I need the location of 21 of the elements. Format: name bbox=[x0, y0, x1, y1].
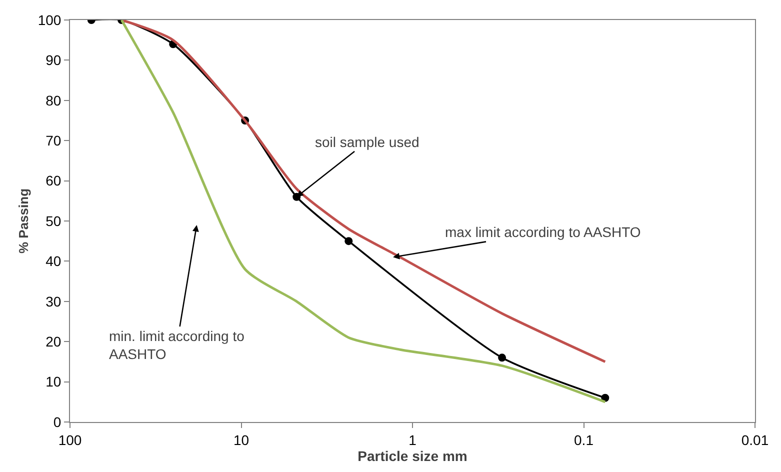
y-tick-label: 20 bbox=[46, 334, 62, 350]
x-tick-label: 1 bbox=[408, 432, 417, 448]
y-tick-label: 90 bbox=[46, 52, 62, 68]
annotation: min. limit according to AASHTO bbox=[109, 328, 245, 362]
y-tick-label: 80 bbox=[46, 92, 62, 108]
annotation: max limit according to AASHTO bbox=[445, 224, 641, 240]
annotation: soil sample used bbox=[315, 134, 420, 150]
y-tick-label: 100 bbox=[38, 12, 62, 28]
y-tick-label: 10 bbox=[46, 374, 62, 390]
y-tick-label: 60 bbox=[46, 172, 62, 189]
y-axis-title: % Passing bbox=[16, 188, 31, 254]
x-tick-label: 0.01 bbox=[741, 432, 769, 448]
x-tick-label: 100 bbox=[58, 432, 82, 448]
x-tick-label: 0.1 bbox=[574, 432, 594, 448]
y-tick-label: 50 bbox=[46, 212, 62, 229]
x-tick-label: 10 bbox=[233, 432, 250, 448]
x-axis-title: Particle size mm bbox=[358, 448, 468, 464]
y-tick-label: 40 bbox=[46, 253, 62, 270]
y-tick-label: 70 bbox=[46, 132, 62, 148]
y-tick-label: 0 bbox=[53, 414, 62, 430]
y-tick-label: 30 bbox=[46, 293, 62, 310]
